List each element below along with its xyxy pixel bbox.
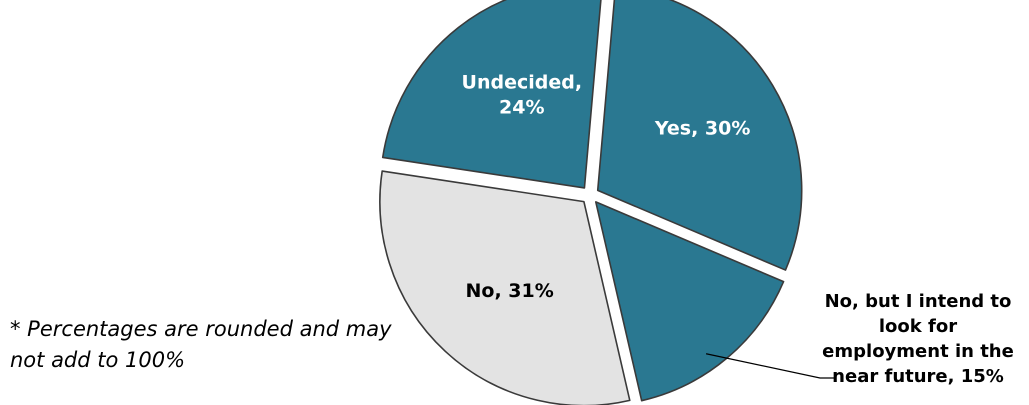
pie-slice-2 (379, 170, 631, 405)
slice-label-2: No, 31% (466, 280, 554, 302)
slice-label-0: Yes, 30% (654, 117, 751, 139)
leader-line (705, 353, 834, 379)
pie-slice-0 (596, 0, 803, 271)
slice-label-3: Undecided, 24% (462, 72, 583, 119)
footnote: * Percentages are rounded and may not ad… (10, 317, 392, 372)
slice-label-1: No, but I intend to look for employment in… (822, 291, 1014, 387)
pie-slice-3 (381, 0, 602, 189)
